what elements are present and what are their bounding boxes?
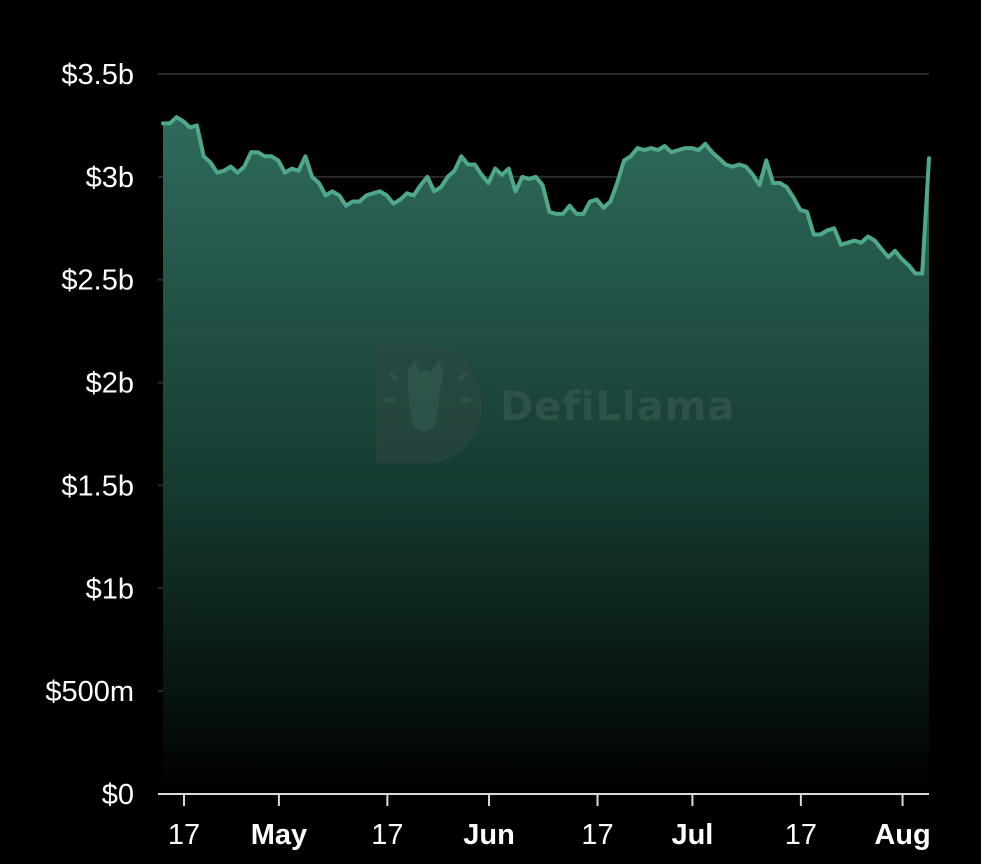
x-tick-label: Jul <box>671 819 713 851</box>
y-tick-label: $3.5b <box>61 59 134 91</box>
y-tick-label: $1.5b <box>61 470 134 502</box>
x-tick-label: Aug <box>874 819 930 851</box>
y-tick-label: $2.5b <box>61 265 134 297</box>
area-fill <box>163 117 929 794</box>
series-line <box>161 115 931 276</box>
y-tick-label: $1b <box>86 573 134 605</box>
x-axis-labels: 17 May 17 Jun 17 Jul 17 Aug <box>168 819 931 851</box>
y-tick-label: $0 <box>102 779 134 811</box>
x-tick-label: 17 <box>371 819 403 851</box>
x-tick-label: May <box>251 819 307 851</box>
y-tick-label: $500m <box>45 676 134 708</box>
llama-logo-icon <box>376 345 482 463</box>
watermark-text: DefiLlama <box>500 384 735 430</box>
x-tick-label: 17 <box>581 819 613 851</box>
x-tick-label: Jun <box>463 819 515 851</box>
watermark: DefiLlama <box>376 345 735 463</box>
y-tick-label: $3b <box>86 162 134 194</box>
y-axis: $3.5b $3b $2.5b $2b $1.5b $1b $500m $0 <box>45 59 134 811</box>
x-axis <box>158 793 929 806</box>
x-tick-label: 17 <box>785 819 817 851</box>
x-tick-label: 17 <box>168 819 200 851</box>
y-tick-label: $2b <box>86 368 134 400</box>
